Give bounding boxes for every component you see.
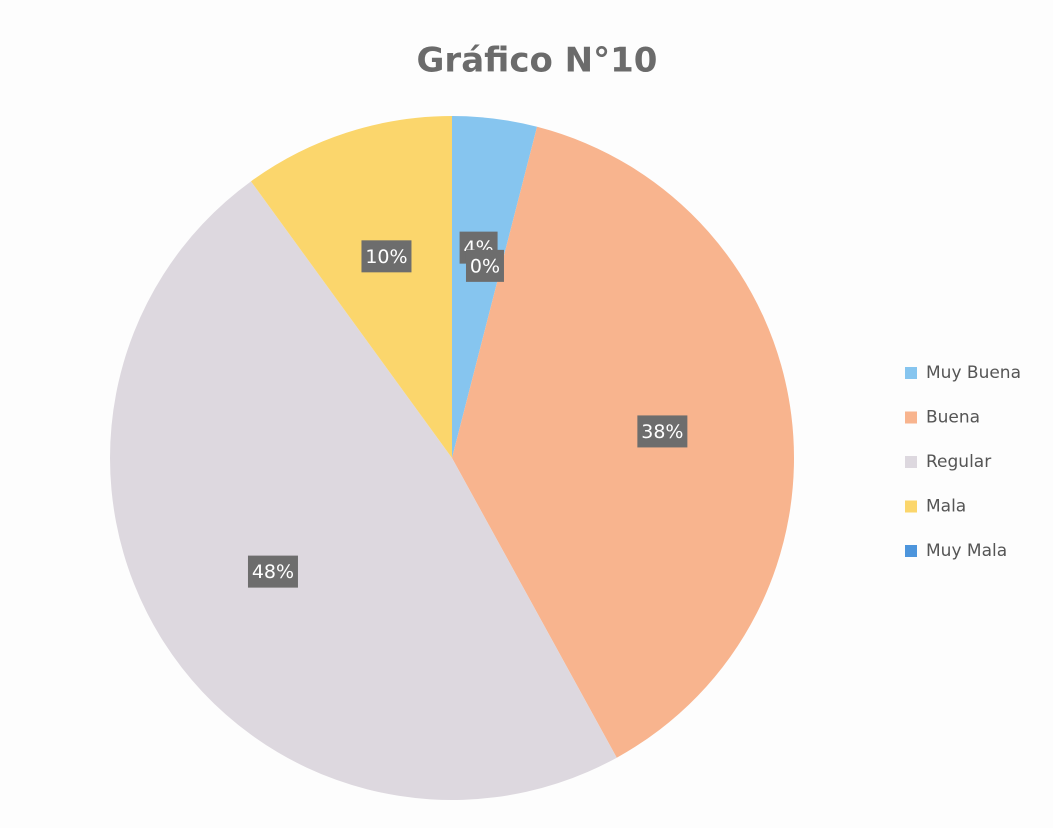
pie-slice	[109, 181, 617, 801]
legend-swatch	[905, 456, 917, 468]
legend-label: Regular	[926, 452, 991, 472]
data-label: 0%	[470, 255, 500, 277]
legend-label: Muy Buena	[926, 363, 1021, 383]
label-box	[361, 240, 412, 273]
pie-slice	[452, 116, 538, 458]
label-box	[465, 249, 504, 282]
pie-slice	[250, 116, 452, 458]
data-label: 48%	[252, 561, 294, 583]
data-label: 38%	[641, 421, 683, 443]
legend-swatch	[905, 411, 917, 424]
data-label: 10%	[365, 246, 407, 268]
legend-swatch	[905, 500, 917, 513]
legend-swatch	[905, 545, 917, 557]
legend-label: Buena	[926, 408, 980, 428]
label-box	[637, 415, 688, 448]
legend-swatch	[905, 367, 917, 379]
legend-label: Mala	[926, 497, 966, 517]
label-box	[247, 555, 298, 588]
pie-slice	[452, 126, 794, 758]
chart-title: Gráfico N°10	[417, 41, 658, 81]
legend-label: Muy Mala	[926, 541, 1007, 561]
